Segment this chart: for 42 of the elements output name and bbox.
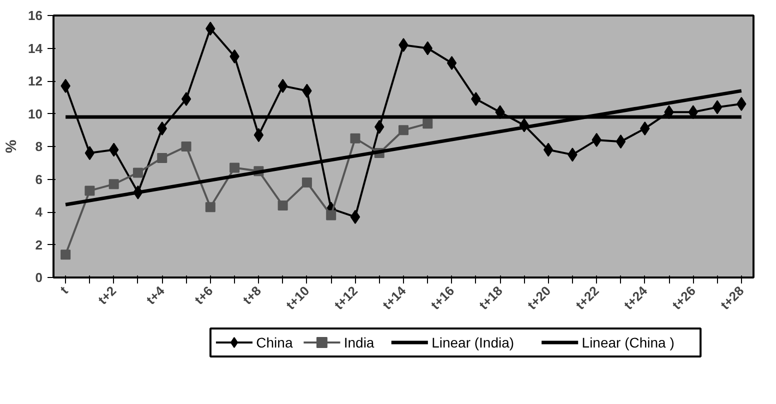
y-tick-label: 16 xyxy=(28,8,43,23)
point xyxy=(446,56,457,70)
point xyxy=(181,92,192,106)
x-tick-label: t+2 xyxy=(94,283,120,308)
y-tick-label: 12 xyxy=(28,74,43,88)
point xyxy=(108,179,119,190)
point xyxy=(84,146,95,160)
y-tick-label: 0 xyxy=(35,270,43,285)
point xyxy=(422,118,433,129)
point xyxy=(350,210,360,224)
y-tick-label: 2 xyxy=(35,237,43,252)
point xyxy=(278,78,288,93)
legend-label: China xyxy=(256,334,293,350)
point xyxy=(157,152,168,163)
point xyxy=(254,128,264,142)
point xyxy=(350,133,360,144)
y-axis-title: % xyxy=(3,140,20,154)
y-tick-label: 4 xyxy=(35,204,44,220)
point xyxy=(84,186,95,196)
x-tick-label: t+8 xyxy=(240,283,264,308)
legend-label: India xyxy=(344,334,374,350)
x-tick-label: t+4 xyxy=(143,282,168,308)
y-tick-label: 6 xyxy=(35,172,43,187)
point xyxy=(205,202,216,212)
x-tick-label: t+6 xyxy=(192,283,216,308)
x-tick-label: t xyxy=(57,282,72,297)
point xyxy=(278,200,288,210)
y-tick-label: 8 xyxy=(35,139,43,154)
point xyxy=(132,168,143,178)
point xyxy=(712,100,722,114)
point xyxy=(302,178,312,188)
point xyxy=(181,142,192,152)
point xyxy=(230,162,240,173)
legend-label: Linear (China ) xyxy=(582,334,674,350)
point xyxy=(616,134,626,149)
point xyxy=(326,210,336,220)
point xyxy=(543,142,554,157)
y-tick-label: 14 xyxy=(28,40,44,56)
y-tick-label: 10 xyxy=(28,106,43,122)
point xyxy=(60,250,71,260)
legend-label: Linear (India) xyxy=(432,334,514,350)
point xyxy=(398,125,408,136)
